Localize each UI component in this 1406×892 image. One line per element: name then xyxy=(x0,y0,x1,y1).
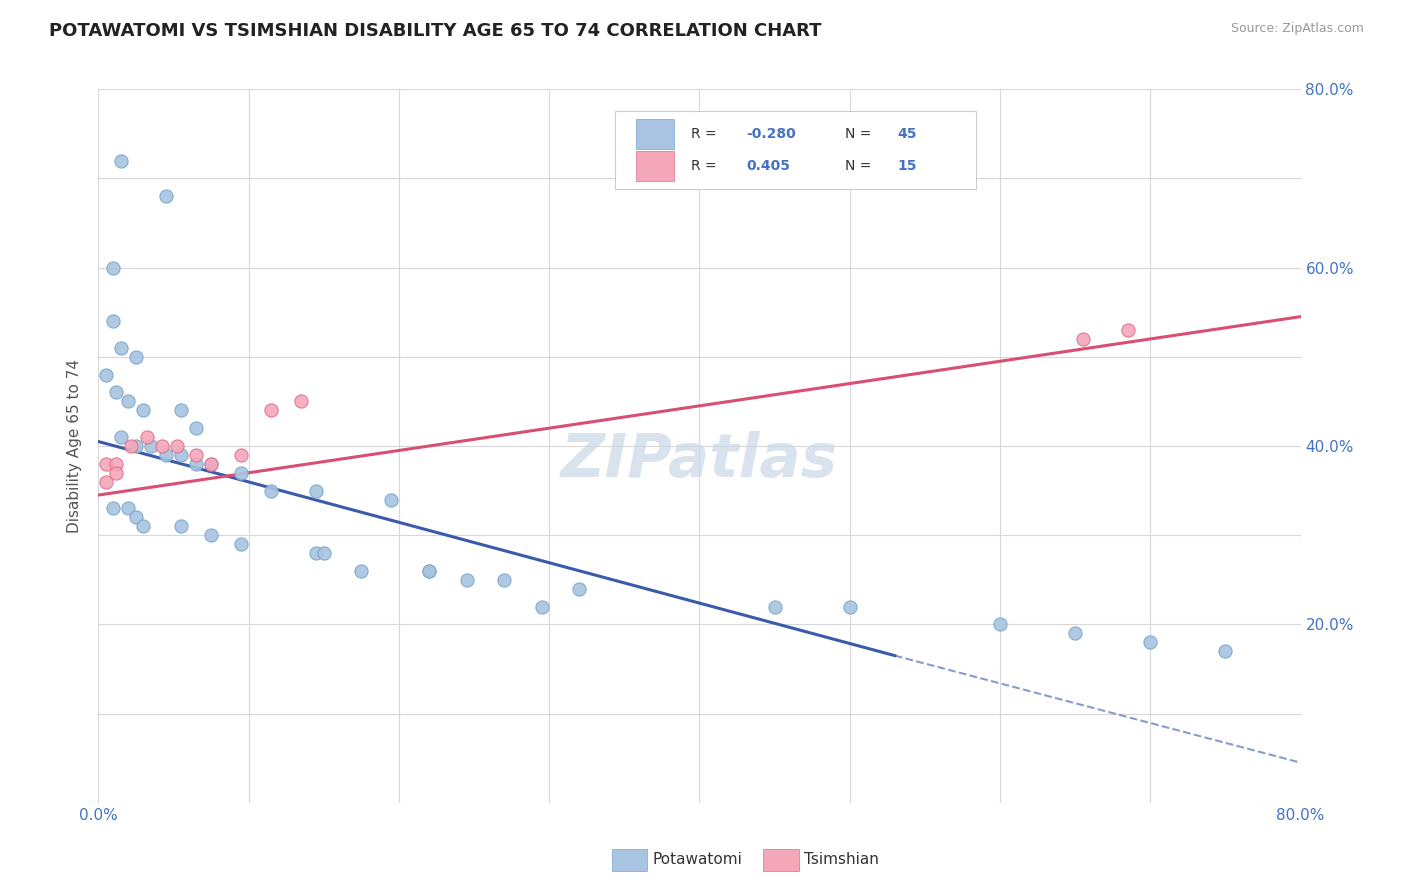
Text: -0.280: -0.280 xyxy=(747,128,796,141)
Point xyxy=(988,617,1011,632)
Point xyxy=(110,430,132,444)
Point xyxy=(170,519,193,533)
Point xyxy=(155,448,177,462)
Point xyxy=(1064,626,1087,640)
Text: Tsimshian: Tsimshian xyxy=(804,853,879,867)
Point xyxy=(200,528,222,542)
Point xyxy=(94,368,117,382)
Point xyxy=(184,457,207,471)
Text: N =: N = xyxy=(845,160,876,173)
Text: R =: R = xyxy=(692,128,721,141)
Point xyxy=(1139,635,1161,649)
Point xyxy=(94,457,117,471)
Text: 45: 45 xyxy=(898,128,917,141)
Y-axis label: Disability Age 65 to 74: Disability Age 65 to 74 xyxy=(67,359,83,533)
Point xyxy=(260,483,283,498)
Point xyxy=(312,546,335,560)
Point xyxy=(350,564,373,578)
Point xyxy=(94,475,117,489)
Point xyxy=(1116,323,1139,337)
Point xyxy=(170,448,193,462)
Point xyxy=(105,385,128,400)
Point xyxy=(418,564,440,578)
Point xyxy=(530,599,553,614)
Point xyxy=(380,492,402,507)
Point xyxy=(150,439,173,453)
Point xyxy=(290,394,312,409)
Point xyxy=(166,439,188,453)
Point xyxy=(456,573,478,587)
Point xyxy=(200,457,222,471)
Point xyxy=(105,466,128,480)
Point xyxy=(103,260,125,275)
Point xyxy=(105,457,128,471)
Text: ZIPatlas: ZIPatlas xyxy=(561,431,838,490)
Text: 15: 15 xyxy=(898,160,917,173)
Text: 0.405: 0.405 xyxy=(747,160,790,173)
Point xyxy=(125,439,148,453)
Point xyxy=(117,501,139,516)
Text: POTAWATOMI VS TSIMSHIAN DISABILITY AGE 65 TO 74 CORRELATION CHART: POTAWATOMI VS TSIMSHIAN DISABILITY AGE 6… xyxy=(49,22,821,40)
Point xyxy=(117,394,139,409)
Point xyxy=(838,599,860,614)
Point xyxy=(121,439,143,453)
Point xyxy=(1215,644,1237,658)
Point xyxy=(103,501,125,516)
Point xyxy=(155,189,177,203)
Point xyxy=(231,448,253,462)
Point xyxy=(1071,332,1094,346)
FancyBboxPatch shape xyxy=(616,111,976,189)
Point xyxy=(132,403,155,417)
Point xyxy=(103,314,125,328)
Text: R =: R = xyxy=(692,160,721,173)
Point xyxy=(184,448,207,462)
Point xyxy=(494,573,516,587)
Bar xyxy=(636,152,675,181)
Point xyxy=(132,519,155,533)
Point xyxy=(418,564,440,578)
Point xyxy=(305,483,328,498)
Point xyxy=(200,457,222,471)
Point xyxy=(125,510,148,524)
Text: Potawatomi: Potawatomi xyxy=(652,853,742,867)
Point xyxy=(110,153,132,168)
Point xyxy=(125,350,148,364)
Point xyxy=(184,421,207,435)
Text: N =: N = xyxy=(845,128,876,141)
Point xyxy=(110,341,132,355)
Point xyxy=(231,466,253,480)
Point xyxy=(139,439,162,453)
Bar xyxy=(636,120,675,149)
Point xyxy=(260,403,283,417)
Point xyxy=(231,537,253,551)
Point xyxy=(170,403,193,417)
Point xyxy=(763,599,786,614)
Text: Source: ZipAtlas.com: Source: ZipAtlas.com xyxy=(1230,22,1364,36)
Point xyxy=(135,430,157,444)
Point xyxy=(568,582,591,596)
Point xyxy=(305,546,328,560)
